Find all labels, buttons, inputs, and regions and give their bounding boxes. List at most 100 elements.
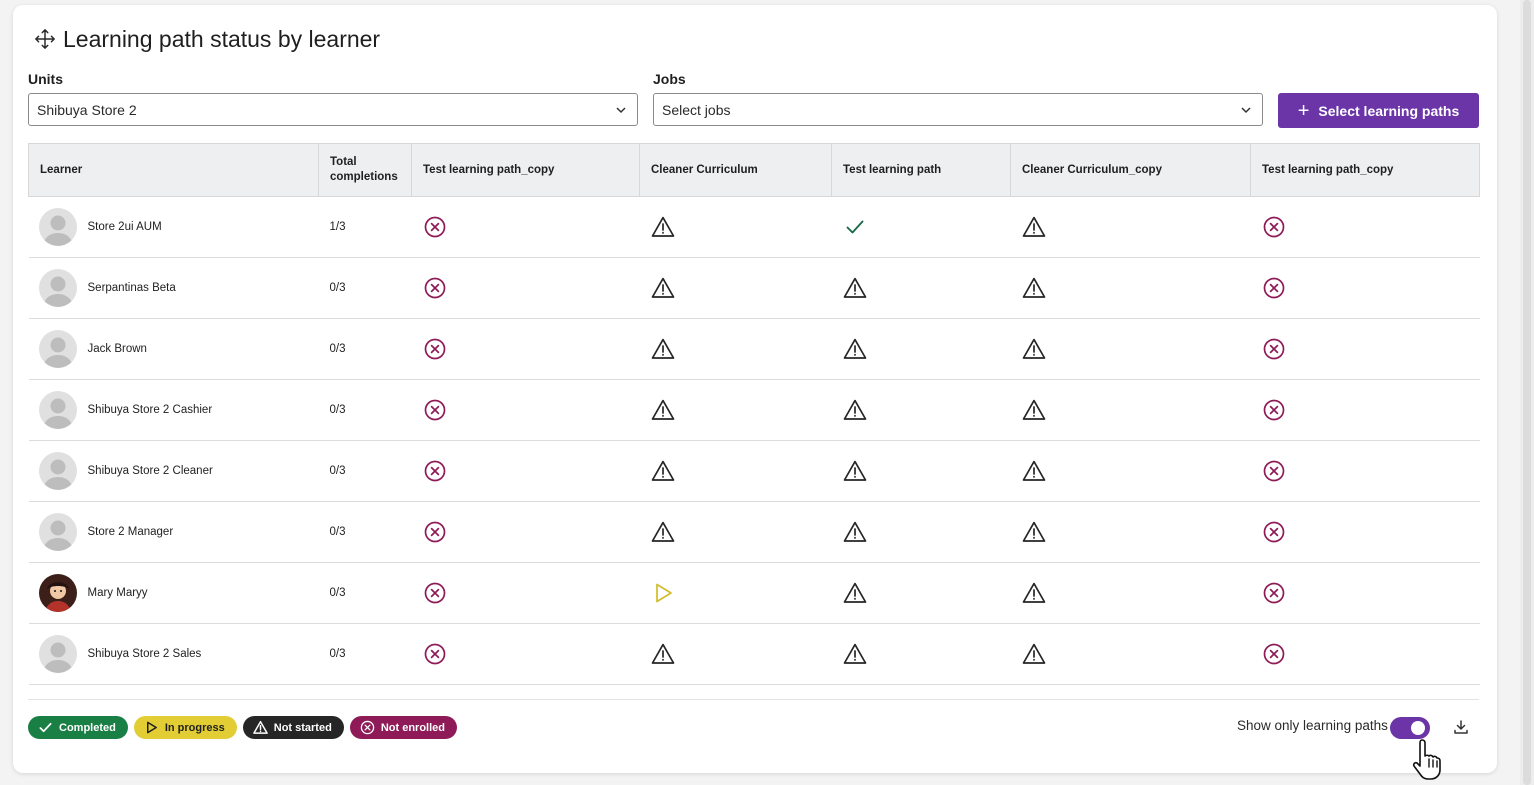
total-completions-cell: 0/3 [318, 257, 412, 319]
warning-icon[interactable] [843, 398, 1000, 422]
play-icon [146, 721, 157, 734]
x-circle-icon[interactable] [423, 520, 629, 544]
learner-name: Shibuya Store 2 Cashier [87, 404, 213, 416]
learner-cell: Serpantinas Beta [28, 257, 319, 319]
header-learner[interactable]: Learner [28, 143, 319, 197]
legend-completed: Completed [28, 716, 128, 739]
learner-name: Store 2ui AUM [87, 221, 162, 233]
learner-cell: Jack Brown [28, 318, 319, 380]
header-path-1[interactable]: Test learning path_copy [411, 143, 640, 197]
warning-icon[interactable] [1022, 337, 1240, 361]
header-path-5[interactable]: Test learning path_copy [1250, 143, 1480, 197]
avatar [38, 452, 77, 490]
total-completions-cell: 0/3 [318, 318, 412, 380]
legend-completed-label: Completed [59, 721, 116, 734]
x-circle-icon [360, 720, 375, 735]
download-icon[interactable] [1452, 718, 1470, 736]
x-circle-icon[interactable] [423, 398, 629, 422]
status-cell [411, 379, 640, 441]
units-select[interactable]: Shibuya Store 2 [28, 93, 638, 126]
scrollbar-thumb[interactable] [1523, 0, 1531, 785]
x-circle-icon[interactable] [1262, 398, 1469, 422]
status-cell [1250, 623, 1480, 685]
status-cell [1010, 257, 1251, 319]
warning-icon[interactable] [1022, 215, 1240, 239]
warning-icon[interactable] [843, 276, 1000, 300]
table-header-row: Learner Total completions Test learning … [28, 143, 1480, 197]
x-circle-icon[interactable] [1262, 581, 1469, 605]
warning-icon[interactable] [1022, 398, 1240, 422]
page-scrollbar[interactable] [1520, 0, 1534, 785]
status-cell [639, 501, 832, 563]
units-value: Shibuya Store 2 [37, 101, 137, 118]
status-cell [411, 623, 640, 685]
status-cell [1010, 440, 1251, 502]
x-circle-icon[interactable] [1262, 459, 1469, 483]
status-cell [639, 440, 832, 502]
x-circle-icon[interactable] [423, 337, 629, 361]
x-circle-icon[interactable] [1262, 520, 1469, 544]
x-circle-icon[interactable] [423, 642, 629, 666]
status-cell [1010, 379, 1251, 441]
table-row: Store 2 Manager 0/3 [28, 501, 1480, 563]
status-cell [1010, 318, 1251, 380]
x-circle-icon[interactable] [423, 276, 629, 300]
total-completions-cell: 0/3 [318, 623, 412, 685]
show-only-paths-toggle[interactable] [1390, 717, 1430, 739]
learner-cell: Mary Maryy [28, 562, 319, 624]
warning-icon[interactable] [843, 642, 1000, 666]
warning-icon[interactable] [1022, 276, 1240, 300]
header-path-2[interactable]: Cleaner Curriculum [639, 143, 832, 197]
x-circle-icon[interactable] [1262, 642, 1469, 666]
warning-icon[interactable] [1022, 581, 1240, 605]
x-circle-icon[interactable] [423, 215, 629, 239]
title-row: Learning path status by learner [34, 24, 380, 54]
warning-icon[interactable] [651, 398, 821, 422]
status-cell [411, 501, 640, 563]
warning-icon[interactable] [843, 459, 1000, 483]
legend-not-enrolled-label: Not enrolled [380, 721, 445, 734]
x-circle-icon[interactable] [1262, 276, 1469, 300]
warning-icon[interactable] [651, 337, 821, 361]
warning-icon[interactable] [1022, 520, 1240, 544]
header-path-4[interactable]: Cleaner Curriculum_copy [1010, 143, 1251, 197]
select-learning-paths-button[interactable]: + Select learning paths [1278, 93, 1479, 128]
x-circle-icon[interactable] [1262, 337, 1469, 361]
status-cell [1250, 196, 1480, 258]
x-circle-icon[interactable] [423, 581, 629, 605]
x-circle-icon[interactable] [1262, 215, 1469, 239]
table-row: Mary Maryy 0/3 [28, 562, 1480, 624]
warning-icon[interactable] [843, 337, 1000, 361]
learner-name: Serpantinas Beta [87, 282, 176, 294]
page-title: Learning path status by learner [63, 25, 381, 52]
warning-icon[interactable] [1022, 459, 1240, 483]
learner-name: Mary Maryy [87, 587, 148, 599]
status-cell [411, 257, 640, 319]
warning-icon[interactable] [651, 276, 821, 300]
warning-icon[interactable] [843, 520, 1000, 544]
status-legend: Completed In progress Not started Not en… [28, 716, 463, 739]
status-cell [411, 440, 640, 502]
warning-icon[interactable] [843, 581, 1000, 605]
learner-status-table: Learner Total completions Test learning … [28, 143, 1480, 685]
status-cell [1010, 623, 1251, 685]
status-cell [831, 196, 1011, 258]
avatar [38, 513, 77, 551]
warning-icon[interactable] [651, 459, 821, 483]
jobs-select[interactable]: Select jobs [653, 93, 1263, 126]
check-icon[interactable] [843, 215, 1000, 239]
x-circle-icon[interactable] [423, 459, 629, 483]
warning-icon[interactable] [651, 642, 821, 666]
header-path-3[interactable]: Test learning path [831, 143, 1011, 197]
move-icon[interactable] [34, 28, 56, 50]
play-icon[interactable] [651, 581, 821, 605]
warning-icon[interactable] [1022, 642, 1240, 666]
warning-icon[interactable] [651, 215, 821, 239]
warning-icon[interactable] [651, 520, 821, 544]
table-row: Jack Brown 0/3 [28, 318, 1480, 380]
status-cell [1250, 257, 1480, 319]
check-icon [39, 722, 52, 733]
learner-cell: Store 2ui AUM [28, 196, 319, 258]
header-total-completions[interactable]: Total completions [318, 143, 412, 197]
status-cell [411, 196, 640, 258]
